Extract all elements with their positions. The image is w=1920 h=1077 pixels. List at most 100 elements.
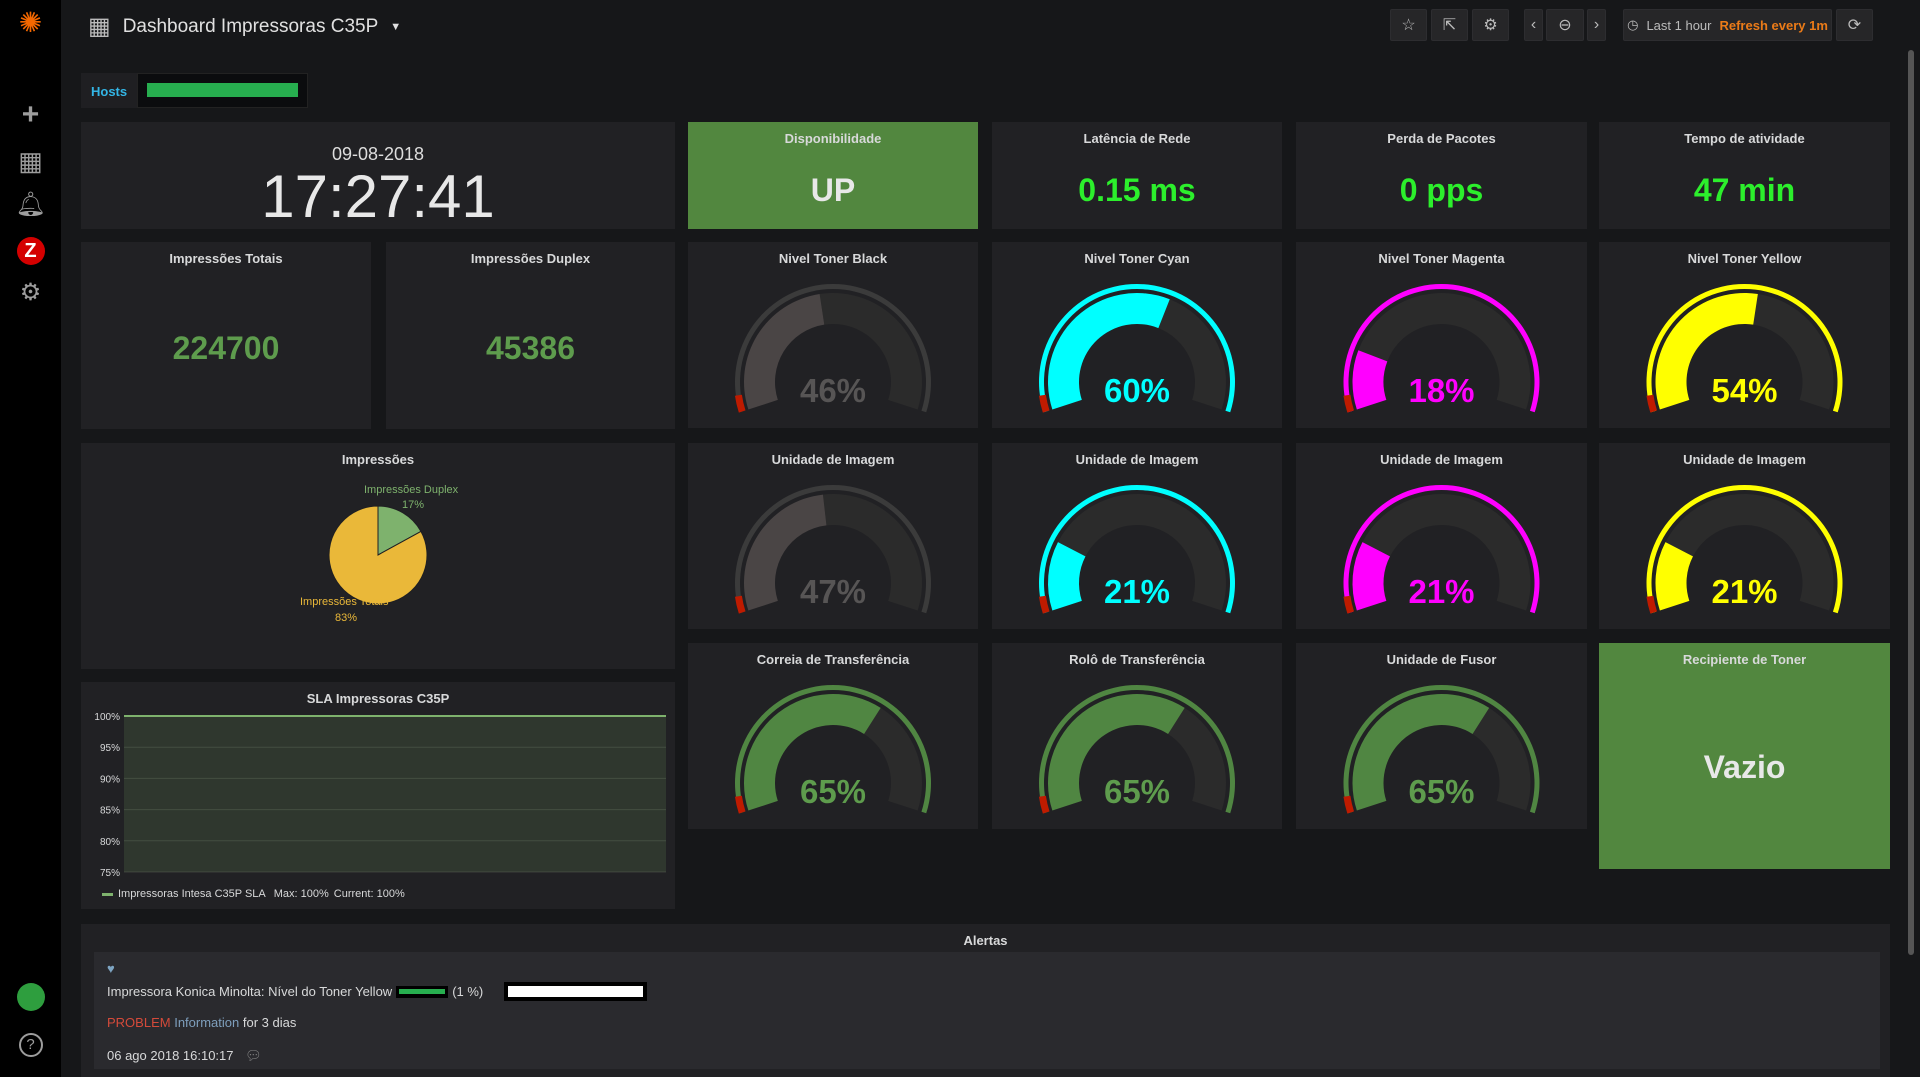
series-area: [124, 716, 666, 872]
panel-title: Nivel Toner Cyan: [1084, 251, 1190, 266]
gauge-threshold-red: [734, 394, 746, 413]
time-back-button[interactable]: ‹: [1524, 9, 1543, 41]
sla-chart: 100% 95% 90% 85% 80% 75%: [94, 712, 666, 879]
gauge-value: 65%: [1103, 773, 1171, 810]
pie-slice[interactable]: [328, 505, 428, 605]
stat-impressoes-totais: Impressões Totais 224700: [81, 242, 371, 429]
panel-title: Nivel Toner Black: [778, 251, 888, 266]
gauge-track: [1158, 299, 1226, 410]
gauge-panel: Unidade de Imagem 21%: [1599, 443, 1890, 629]
star-button[interactable]: ☆: [1390, 9, 1427, 41]
help-icon[interactable]: ?: [0, 1027, 61, 1057]
gauge-fill: [744, 694, 881, 811]
gauge: [1646, 283, 1843, 413]
alert-item[interactable]: ♥ Impressora Konica Minolta: Nível do To…: [94, 952, 1880, 1069]
y-tick-label: 100%: [94, 712, 120, 723]
gauge-threshold-red: [734, 795, 746, 814]
gauge: [1646, 484, 1843, 614]
gauge-track: [1057, 493, 1226, 611]
gauge: [1343, 484, 1540, 614]
panel-title: Unidade de Fusor: [1386, 652, 1497, 667]
pie-label-totais: Impressões Totais: [300, 596, 389, 608]
zoom-out-button[interactable]: ⊖: [1546, 9, 1584, 41]
panel-title: Nivel Toner Yellow: [1687, 251, 1802, 266]
gauge-track: [1665, 494, 1834, 611]
settings-button[interactable]: ⚙: [1472, 9, 1509, 41]
chart-title: SLA Impressoras C35P: [306, 691, 450, 706]
gauge-value: 21%: [1103, 573, 1171, 610]
gauge-value: 18%: [1408, 372, 1475, 409]
panel-title: Alertas: [963, 933, 1008, 948]
gauge-panel: Nivel Toner Magenta 18%: [1296, 242, 1587, 428]
stat-value: 45386: [486, 330, 575, 366]
time-picker[interactable]: ◷ Last 1 hour Refresh every 1m: [1623, 9, 1832, 41]
gauge-fill: [744, 494, 827, 611]
pie-percent-duplex: 17%: [402, 499, 425, 511]
gauge-threshold-red: [1038, 795, 1050, 814]
panel-title: Rolô de Transferência: [1069, 652, 1205, 667]
panel-title: Disponibilidade: [784, 131, 882, 146]
refresh-button[interactable]: ⟳: [1836, 9, 1873, 41]
gauge-value: 47%: [799, 573, 867, 610]
gauge: [1343, 685, 1540, 814]
clock-icon: ◷: [1627, 17, 1639, 32]
y-tick-label: 75%: [100, 868, 120, 879]
gauge: [1038, 685, 1235, 814]
alert-time-row: 06 ago 2018 16:10:17 💬︎: [107, 1048, 262, 1064]
gauge: [1038, 484, 1235, 614]
pie-slice[interactable]: [377, 505, 422, 556]
alert-duration: for 3 dias: [242, 1015, 297, 1030]
stat-latencia: Latência de Rede 0.15 ms: [992, 122, 1282, 229]
plus-icon[interactable]: +: [21, 98, 40, 131]
gauge-panel: Unidade de Imagem 21%: [1296, 443, 1587, 629]
gauge-fill: [1655, 293, 1758, 410]
panel-title: Unidade de Imagem: [771, 452, 895, 467]
dashboard-grid-icon: ▦: [88, 13, 111, 40]
dashboards-icon[interactable]: ▦: [18, 146, 43, 176]
gauge: [734, 685, 931, 814]
panel-title: Impressões Duplex: [470, 251, 591, 266]
sidebar: ✺ + ▦ 🔔︎ Z ⚙ ?: [0, 0, 61, 1077]
gauge: [1343, 283, 1540, 413]
y-tick-label: 80%: [100, 837, 120, 848]
bell-icon[interactable]: 🔔︎: [15, 191, 46, 218]
gauge-track: [1753, 294, 1834, 410]
share-button[interactable]: ⇱: [1431, 9, 1468, 41]
alert-timestamp: 06 ago 2018 16:10:17: [107, 1048, 234, 1063]
gauge-threshold-red: [1038, 394, 1050, 413]
gauge-panel: Rolô de Transferência 65%: [992, 643, 1282, 829]
gauge-track: [822, 494, 922, 611]
chart-legend[interactable]: Impressoras Intesa C35P SLA Max: 100% Cu…: [102, 888, 405, 900]
gauge-threshold-red: [1646, 394, 1658, 413]
stat-value: 0.15 ms: [1078, 172, 1196, 208]
gauge-threshold-red: [1343, 394, 1355, 413]
gauge: [1038, 283, 1235, 413]
gauge-panel: Nivel Toner Cyan 60%: [992, 242, 1282, 428]
gauge-value: 60%: [1103, 372, 1171, 409]
pie-label-duplex: Impressões Duplex: [364, 484, 459, 496]
stat-recipiente-toner: Recipiente de Toner Vazio: [1599, 643, 1890, 869]
comment-icon[interactable]: 💬︎: [245, 1048, 262, 1063]
stat-value: 47 min: [1693, 172, 1796, 208]
panel-title: Perda de Pacotes: [1387, 131, 1496, 146]
gauge: [734, 283, 931, 413]
y-tick-label: 95%: [100, 743, 120, 754]
gear-icon[interactable]: ⚙: [19, 279, 42, 306]
clock-panel: 09-08-2018 17:27:41: [81, 122, 675, 230]
hosts-select[interactable]: [137, 73, 309, 108]
dashboard-title[interactable]: ▦ Dashboard Impressoras C35P ▼: [88, 12, 401, 41]
stat-tempo-atividade: Tempo de atividade 47 min: [1599, 122, 1890, 229]
scrollbar[interactable]: [1908, 50, 1914, 955]
grafana-logo-icon[interactable]: ✺: [18, 7, 43, 38]
gauge-fill: [1048, 542, 1086, 611]
panel-title: Tempo de atividade: [1684, 131, 1805, 146]
legend-swatch: [102, 892, 113, 896]
zabbix-icon[interactable]: Z: [0, 235, 61, 265]
stat-impressoes-duplex: Impressões Duplex 45386: [386, 242, 675, 429]
user-avatar[interactable]: [0, 983, 61, 1019]
gauge-value: 21%: [1711, 573, 1778, 610]
time-forward-button[interactable]: ›: [1587, 9, 1606, 41]
gauge-fill: [1352, 542, 1390, 611]
panel-title: Unidade de Imagem: [1075, 452, 1199, 467]
gauge-value: 21%: [1408, 573, 1475, 610]
